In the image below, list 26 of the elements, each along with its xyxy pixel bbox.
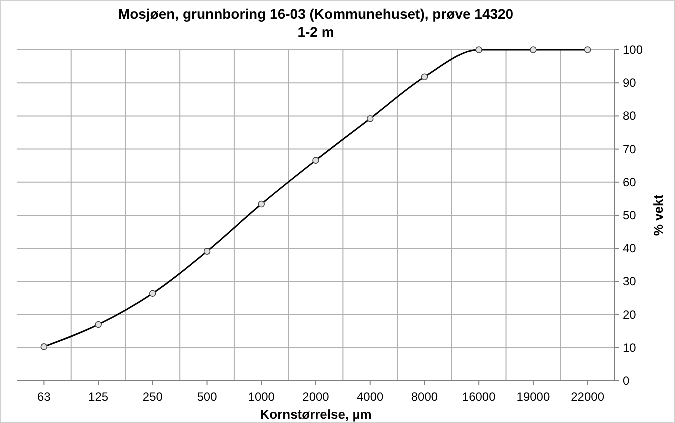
y-tick-label: 50 <box>623 208 637 222</box>
x-tick-label: 22000 <box>571 390 605 404</box>
x-tick-label: 2000 <box>302 390 330 404</box>
y-tick-label: 90 <box>623 76 637 90</box>
x-tick-label: 1000 <box>248 390 276 404</box>
y-tick-label: 30 <box>623 274 637 289</box>
x-tick-label: 500 <box>197 390 218 404</box>
chart-subtitle: 1-2 m <box>298 24 334 40</box>
x-tick-label: 8000 <box>411 390 438 404</box>
x-tick-label: 16000 <box>462 390 496 404</box>
x-tick-label: 63 <box>38 390 52 404</box>
y-tick-label: 0 <box>623 374 630 388</box>
y-tick-label: 70 <box>623 142 637 156</box>
y-tick-label: 60 <box>623 175 637 190</box>
x-tick-label: 250 <box>142 390 164 404</box>
chart-title: Mosjøen, grunnboring 16-03 (Kommunehuset), prøve 14320 <box>118 6 514 22</box>
y-tick-label: 10 <box>623 340 637 355</box>
x-tick-label: 19000 <box>516 390 550 404</box>
x-tick-label: 4000 <box>357 390 384 404</box>
y-tick-label: 80 <box>623 109 637 124</box>
y-axis-title: % vekt <box>651 194 666 236</box>
x-axis-title: Kornstørrelse, µm <box>260 407 372 422</box>
y-tick-label: 20 <box>623 308 637 322</box>
x-tick-label: 125 <box>88 390 109 404</box>
y-tick-label: 40 <box>623 242 637 256</box>
y-tick-label: 100 <box>623 43 644 57</box>
